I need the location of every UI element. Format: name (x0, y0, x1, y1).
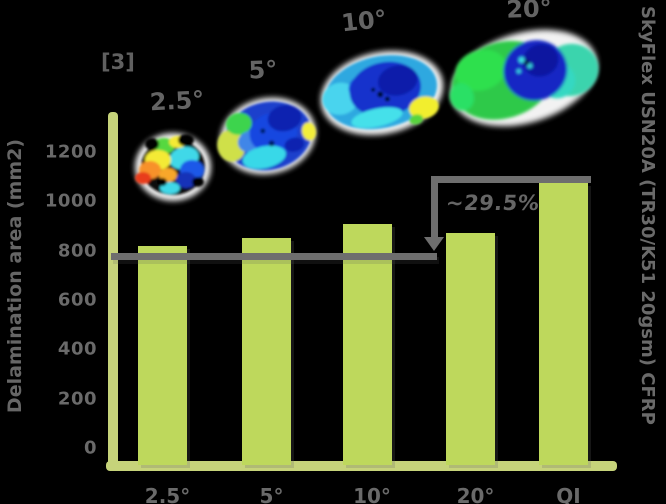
annotation-arrow-icon (424, 237, 444, 251)
material-label: SkyFlex USN20A (TR30/K51 20gsm) CFRP (637, 6, 658, 425)
y-axis-title: Delamination area (mm2) (4, 138, 26, 414)
y-tick-label: 800 (57, 240, 97, 262)
x-tick-label: 5° (259, 484, 284, 504)
percent-annotation: ~29.5% (444, 191, 541, 215)
bar-5 (242, 238, 291, 465)
y-tick-label: 1200 (44, 141, 97, 163)
annotation-top-line (431, 175, 591, 183)
y-tick-label: 1000 (44, 190, 97, 212)
x-tick-label: 20° (456, 484, 495, 504)
y-tick-label: 0 (83, 437, 97, 459)
inset-label: 10° (339, 4, 389, 38)
bar-20 (446, 233, 495, 465)
x-tick-label: 2.5° (144, 484, 191, 504)
x-tick-label: QI (556, 484, 581, 504)
cscan-image-10deg (320, 50, 444, 136)
reference-line (111, 252, 437, 260)
x-tick-label: 10° (353, 484, 391, 504)
y-tick-label: 200 (57, 388, 97, 410)
y-tick-label: 600 (57, 289, 97, 311)
bar-10 (342, 223, 392, 465)
cscan-image-20deg (449, 29, 599, 127)
citation-label: [3] (101, 50, 135, 74)
bar-QI (539, 182, 588, 465)
inset-label: 2.5° (149, 85, 205, 117)
annotation-vertical-line (431, 175, 438, 237)
y-axis (108, 112, 118, 466)
cscan-image-2.5deg (135, 133, 211, 201)
x-axis (106, 461, 617, 471)
cscan-image-5deg (217, 97, 317, 175)
bar-2.5 (138, 245, 187, 465)
inset-label: 5° (248, 55, 278, 85)
y-tick-label: 400 (57, 338, 97, 360)
